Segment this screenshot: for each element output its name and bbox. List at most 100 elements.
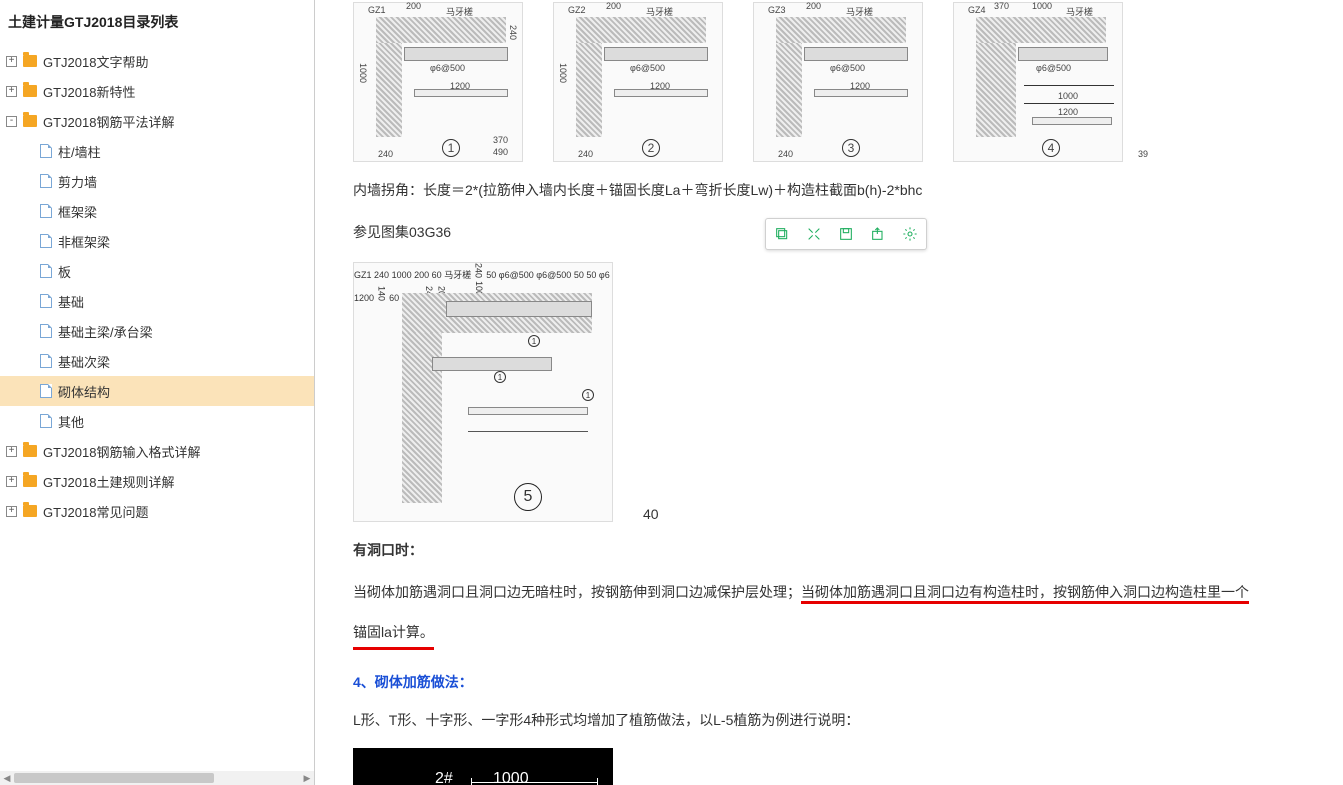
tree-node-inputfmt[interactable]: + GTJ2018钢筋输入格式详解 [0, 436, 314, 466]
tree-child-masonry[interactable]: 砌体结构 [0, 376, 314, 406]
dim: 200 [606, 1, 621, 11]
dim: 1000 [558, 63, 568, 83]
circle-4: 4 [1042, 139, 1060, 157]
dim: 60 [389, 293, 399, 303]
file-icon [40, 354, 52, 368]
dim: 50 [486, 270, 496, 280]
dim: 1200 [850, 81, 870, 91]
file-icon [40, 294, 52, 308]
tree-child-framebeam[interactable]: 框架梁 [0, 196, 314, 226]
scroll-left-icon[interactable]: ◀ [0, 771, 14, 785]
file-icon [40, 144, 52, 158]
gz-label: GZ1 [368, 5, 386, 15]
diagram-1: GZ1 200 马牙槎 240 φ6@500 1000 1200 240 1 3… [353, 2, 523, 162]
scroll-right-icon[interactable]: ▶ [300, 771, 314, 785]
circle-2: 2 [642, 139, 660, 157]
phi-label: φ6@500 [830, 63, 865, 73]
dim: 200 [406, 1, 421, 11]
circle-5: 5 [514, 483, 542, 511]
copy-icon[interactable] [766, 219, 798, 249]
tree-label: 剪力墙 [58, 172, 97, 191]
dim: 240 [508, 25, 518, 40]
scroll-track[interactable] [14, 771, 300, 785]
collapse-icon[interactable]: - [6, 116, 17, 127]
page-num-40: 40 [643, 506, 659, 522]
hole-heading: 有洞口时： [353, 536, 1323, 564]
cad-2hash: 2# [435, 770, 453, 785]
tree-node-help[interactable]: + GTJ2018文字帮助 [0, 46, 314, 76]
dim: 1200 [1058, 107, 1078, 117]
dim: 1200 [450, 81, 470, 91]
dim: 370 [994, 1, 1009, 11]
scroll-thumb[interactable] [14, 773, 214, 783]
dim: 200 [414, 270, 429, 280]
nav-tree: + GTJ2018文字帮助 + GTJ2018新特性 - GTJ2018钢筋平法… [0, 46, 314, 526]
dim: 1200 [354, 293, 374, 303]
dim: 1000 [1032, 1, 1052, 11]
dim: 240 [474, 263, 484, 278]
folder-icon [23, 445, 37, 457]
tree-label: 框架梁 [58, 202, 97, 221]
diagram-5: GZ1 240 1000 200 60 马牙槎 240 50 φ6@500 1 … [353, 262, 613, 522]
hole-text: 当砌体加筋遇洞口且洞口边无暗柱时，按钢筋伸到洞口边减保护层处理；当砌体加筋遇洞口… [353, 578, 1323, 606]
expand-icon[interactable]: + [6, 476, 17, 487]
phi-label: φ6@500 [1036, 63, 1071, 73]
folder-icon [23, 505, 37, 517]
circle-1: 1 [442, 139, 460, 157]
tree-label: 非框架梁 [58, 232, 110, 251]
image-toolbar [765, 218, 927, 250]
tree-label: 砌体结构 [58, 382, 110, 401]
diagram-2: GZ2 200 马牙槎 φ6@500 1000 1200 240 2 [553, 2, 723, 162]
gz-label: GZ3 [768, 5, 786, 15]
tree-label: 板 [58, 262, 71, 281]
tree-child-slab[interactable]: 板 [0, 256, 314, 286]
tree-child-shearwall[interactable]: 剪力墙 [0, 166, 314, 196]
gz-label: GZ2 [568, 5, 586, 15]
sidebar-hscrollbar[interactable]: ◀ ▶ [0, 771, 314, 785]
file-icon [40, 174, 52, 188]
expand-icon[interactable]: + [6, 446, 17, 457]
dim: 1000 [1058, 91, 1078, 101]
gz-label: GZ1 [354, 270, 372, 280]
share-icon[interactable] [862, 219, 894, 249]
expand-icon[interactable]: + [6, 506, 17, 517]
tree-label: 其他 [58, 412, 84, 431]
fullscreen-icon[interactable] [798, 219, 830, 249]
expand-icon[interactable]: + [6, 86, 17, 97]
tree-label: GTJ2018常见问题 [43, 502, 148, 521]
tree-label: GTJ2018钢筋输入格式详解 [43, 442, 200, 461]
circ-small-1b: 1 [494, 371, 506, 383]
phi: φ6@500 [536, 270, 571, 280]
phi-label: φ6@500 [630, 63, 665, 73]
tree-child-column[interactable]: 柱/墙柱 [0, 136, 314, 166]
tree-child-subbeam[interactable]: 基础次梁 [0, 346, 314, 376]
dim: 240 [778, 149, 793, 159]
file-icon [40, 204, 52, 218]
file-icon [40, 384, 52, 398]
hole-text-underlined: 当砌体加筋遇洞口且洞口边有构造柱时，按钢筋伸入洞口边构造柱里一个 [801, 584, 1249, 604]
dim-label: 马牙槎 [444, 270, 471, 280]
file-icon [40, 234, 52, 248]
tree-node-civilrule[interactable]: + GTJ2018土建规则详解 [0, 466, 314, 496]
tree-node-rebar[interactable]: - GTJ2018钢筋平法详解 [0, 106, 314, 136]
expand-icon[interactable]: + [6, 56, 17, 67]
tree-child-mainbeam[interactable]: 基础主梁/承台梁 [0, 316, 314, 346]
tree-child-foundation[interactable]: 基础 [0, 286, 314, 316]
folder-icon [23, 475, 37, 487]
content-area: GZ1 200 马牙槎 240 φ6@500 1000 1200 240 1 3… [315, 0, 1343, 785]
tree-child-nonframe[interactable]: 非框架梁 [0, 226, 314, 256]
tree-node-faq[interactable]: + GTJ2018常见问题 [0, 496, 314, 526]
tree-node-new[interactable]: + GTJ2018新特性 [0, 76, 314, 106]
tree-child-other[interactable]: 其他 [0, 406, 314, 436]
save-icon[interactable] [830, 219, 862, 249]
phi: φ6 [599, 270, 610, 280]
sidebar-title: 土建计量GTJ2018目录列表 [0, 0, 314, 46]
page-num-39: 39 [1138, 149, 1148, 159]
hole-text-plain: 当砌体加筋遇洞口且洞口边无暗柱时，按钢筋伸到洞口边减保护层处理； [353, 584, 801, 600]
phi-label: φ6@500 [430, 63, 465, 73]
formula-para: 内墙拐角：长度＝2*(拉筋伸入墙内长度＋锚固长度La＋弯折长度Lw)＋构造柱截面… [353, 176, 1323, 204]
settings-icon[interactable] [894, 219, 926, 249]
sidebar: 土建计量GTJ2018目录列表 + GTJ2018文字帮助 + GTJ2018新… [0, 0, 315, 785]
tree-label: 柱/墙柱 [58, 142, 101, 161]
top-diagram-row: GZ1 200 马牙槎 240 φ6@500 1000 1200 240 1 3… [353, 2, 1323, 162]
